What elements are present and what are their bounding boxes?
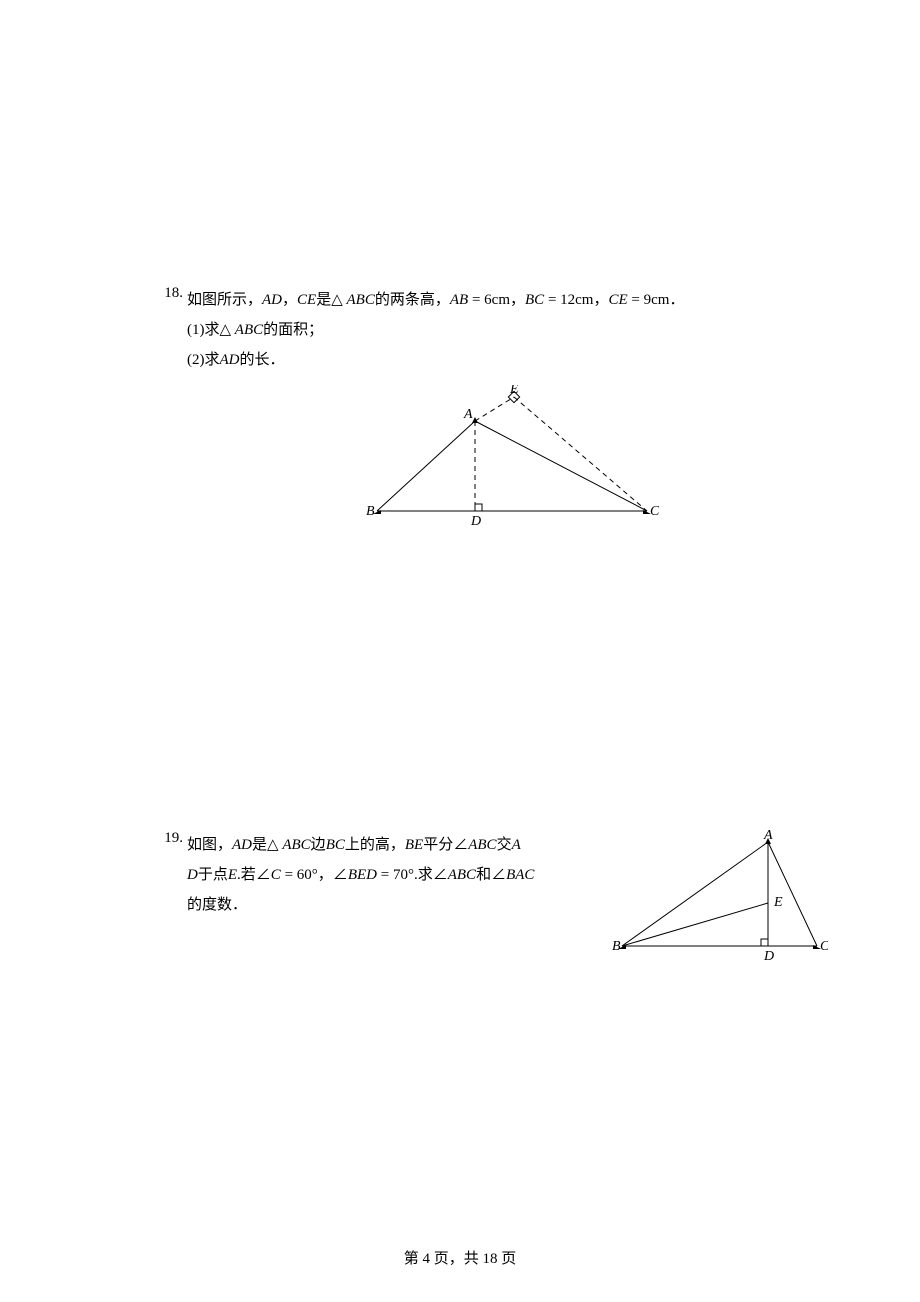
math: ABC: [343, 292, 375, 308]
math: = 70°: [377, 867, 414, 883]
text: .若∠: [237, 867, 271, 883]
svg-text:C: C: [650, 504, 659, 519]
text: 如图所示，: [187, 292, 262, 308]
problem-19: 19. 如图，AD是△ ABC边BC上的高，BE平分∠ABC交A D于点E.若∠…: [145, 830, 835, 970]
text: 是: [316, 292, 331, 308]
svg-text:B: B: [366, 504, 375, 519]
text: 的度数．: [187, 897, 247, 913]
math: ABC: [231, 322, 263, 338]
math: AD: [232, 837, 252, 853]
problem-19-text: 如图，AD是△ ABC边BC上的高，BE平分∠ABC交A D于点E.若∠C = …: [187, 830, 602, 920]
problem-19-figure-wrap: B C A D E: [602, 830, 835, 970]
text: 于点: [198, 867, 228, 883]
text: ，: [318, 867, 333, 883]
math: AB: [450, 292, 468, 308]
math: = 60°: [281, 867, 318, 883]
text: ，: [282, 292, 297, 308]
text: 是: [252, 837, 267, 853]
text: 的两条高，: [375, 292, 450, 308]
math: BE: [405, 837, 423, 853]
math: BC: [525, 292, 544, 308]
triangle-icon: △: [267, 836, 279, 853]
text: 平分∠: [423, 837, 468, 853]
text: 交: [497, 837, 512, 853]
problem-19-line3: 的度数．: [187, 890, 602, 920]
math: BAC: [506, 867, 534, 883]
text: ．: [669, 292, 684, 308]
problem-number-19: 19.: [145, 830, 183, 847]
math: A: [512, 837, 521, 853]
footer-prefix: 第: [404, 1251, 423, 1267]
problem-19-line1: 如图，AD是△ ABC边BC上的高，BE平分∠ABC交A: [187, 830, 602, 860]
math: = 12cm: [544, 292, 593, 308]
math: D: [187, 867, 198, 883]
page-footer: 第 4 页，共 18 页: [0, 1247, 920, 1268]
text: 边: [311, 837, 326, 853]
text: 上的高，: [345, 837, 405, 853]
problem-19-body: 如图，AD是△ ABC边BC上的高，BE平分∠ABC交A D于点E.若∠C = …: [183, 830, 835, 970]
footer-page-no: 4: [422, 1251, 430, 1267]
footer-mid: 页，共: [430, 1251, 483, 1267]
problem-19-line2: D于点E.若∠C = 60°，∠BED = 70°.求∠ABC和∠BAC: [187, 860, 602, 890]
math: E: [228, 867, 237, 883]
svg-text:A: A: [763, 830, 773, 843]
text: ，: [593, 292, 608, 308]
text: (1)求: [187, 322, 220, 338]
math: AD: [262, 292, 282, 308]
math: = 6cm: [468, 292, 510, 308]
problem-18: 18. 如图所示，AD，CE是△ ABC的两条高，AB = 6cm，BC = 1…: [145, 285, 835, 530]
math: ABC: [468, 837, 496, 853]
text: .求∠: [414, 867, 448, 883]
text: 和∠: [476, 867, 506, 883]
problem-18-figure-wrap: B C A D E: [187, 385, 835, 530]
math: CE: [297, 292, 316, 308]
problem-18-stem: 如图所示，AD，CE是△ ABC的两条高，AB = 6cm，BC = 12cm，…: [187, 285, 835, 315]
text: (2)求: [187, 352, 220, 368]
math: BED: [348, 867, 377, 883]
triangle-icon: △: [331, 291, 343, 308]
problem-18-body: 如图所示，AD，CE是△ ABC的两条高，AB = 6cm，BC = 12cm，…: [183, 285, 835, 530]
math: ABC: [279, 837, 311, 853]
text: ∠: [333, 867, 348, 883]
text: ，: [510, 292, 525, 308]
text: 的长．: [240, 352, 285, 368]
problem-19-figure: B C A D E: [610, 830, 828, 965]
math: AD: [220, 352, 240, 368]
problem-18-q1: (1)求△ ABC的面积；: [187, 315, 835, 345]
problem-18-q2: (2)求AD的长．: [187, 345, 835, 375]
math: CE: [609, 292, 628, 308]
svg-text:B: B: [612, 939, 621, 954]
footer-total: 18: [483, 1251, 498, 1267]
text: 如图，: [187, 837, 232, 853]
text: 的面积；: [263, 322, 323, 338]
math: C: [271, 867, 281, 883]
svg-text:D: D: [763, 949, 774, 964]
svg-text:D: D: [470, 514, 481, 525]
svg-text:E: E: [509, 385, 519, 397]
math: = 9cm: [628, 292, 670, 308]
triangle-icon: △: [220, 321, 232, 338]
svg-text:C: C: [820, 939, 828, 954]
math: ABC: [448, 867, 476, 883]
math: BC: [326, 837, 345, 853]
footer-suffix: 页: [498, 1251, 517, 1267]
problem-number-18: 18.: [145, 285, 183, 302]
page: 18. 如图所示，AD，CE是△ ABC的两条高，AB = 6cm，BC = 1…: [0, 0, 920, 1302]
problem-18-figure: B C A D E: [363, 385, 659, 525]
svg-text:A: A: [463, 407, 473, 422]
svg-text:E: E: [773, 895, 783, 910]
